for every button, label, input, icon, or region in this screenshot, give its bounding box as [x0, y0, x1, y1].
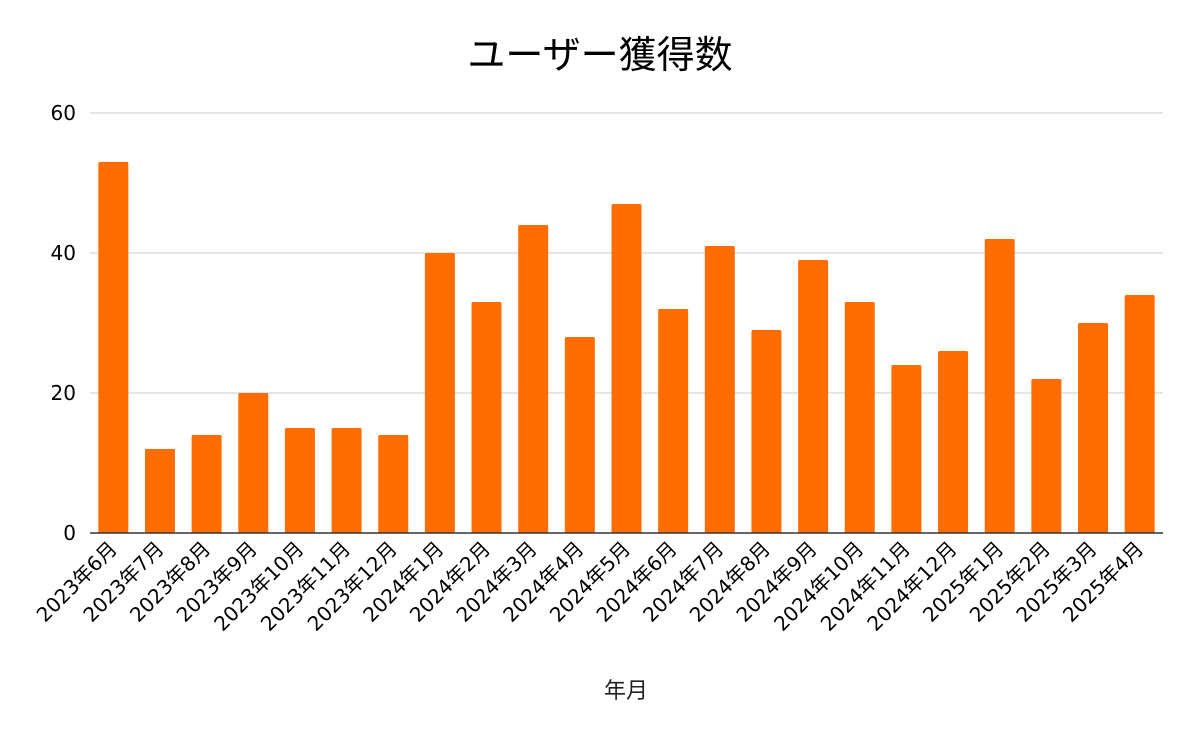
bar: [844, 302, 875, 533]
bar: [658, 309, 689, 533]
bar: [424, 253, 455, 533]
bars: [98, 162, 1155, 533]
chart-title: ユーザー獲得数: [467, 33, 732, 77]
bar: [891, 365, 922, 533]
bar: [98, 162, 129, 533]
bar: [704, 246, 735, 533]
bar: [518, 225, 549, 533]
bar: [331, 428, 362, 533]
bar: [378, 435, 409, 533]
bar: [1078, 323, 1109, 533]
bar: [284, 428, 315, 533]
y-tick-label: 60: [51, 101, 76, 125]
x-axis-title: 年月: [604, 679, 648, 704]
bar: [938, 351, 969, 533]
bar: [144, 449, 175, 533]
y-tick-label: 0: [63, 521, 76, 545]
x-axis-ticks: 2023年6月2023年7月2023年8月2023年9月2023年10月2023…: [32, 537, 1149, 636]
bar: [611, 204, 642, 533]
bar: [238, 393, 269, 533]
bar: [564, 337, 595, 533]
y-tick-label: 20: [51, 381, 76, 405]
bar: [984, 239, 1015, 533]
bar: [1031, 379, 1062, 533]
bar: [751, 330, 782, 533]
y-axis-ticks: 0 20 40 60: [51, 101, 76, 545]
bar: [191, 435, 222, 533]
bar: [471, 302, 502, 533]
y-tick-label: 40: [51, 241, 76, 265]
bar: [798, 260, 829, 533]
bar: [1124, 295, 1155, 533]
